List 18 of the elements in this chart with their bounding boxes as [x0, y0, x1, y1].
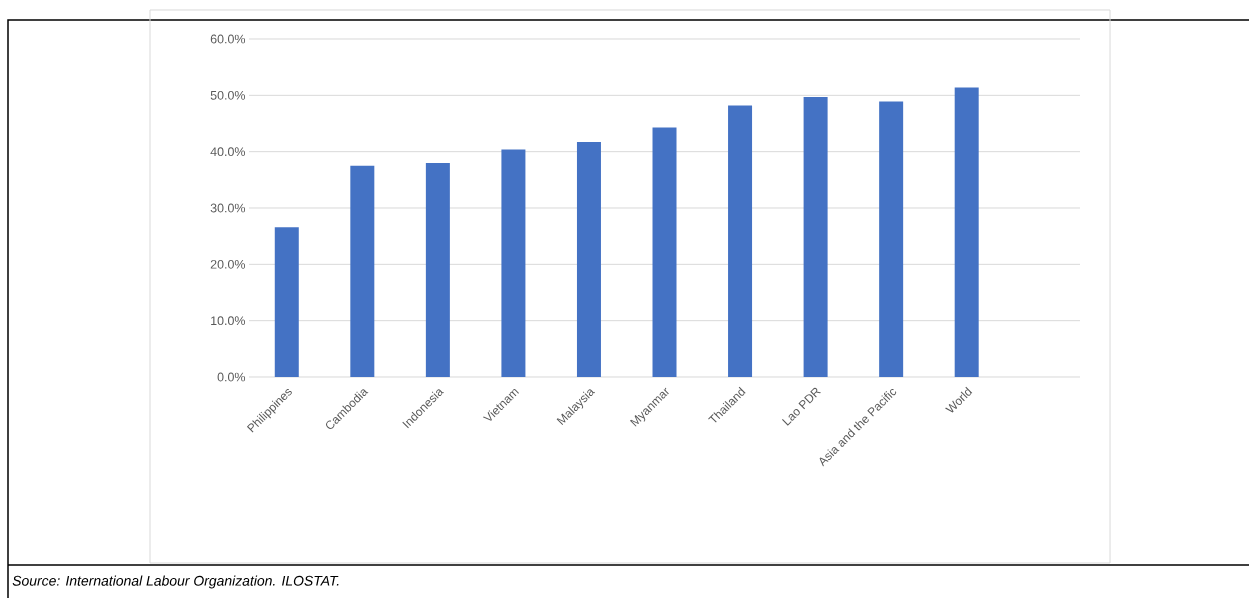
bar: [274, 227, 299, 377]
bar: [803, 97, 828, 377]
y-tick-label: 50.0%: [210, 90, 246, 100]
bar: [954, 87, 979, 377]
bar: [425, 162, 450, 377]
y-tick-label: 0.0%: [217, 372, 246, 382]
y-tick-label: 40.0%: [210, 147, 246, 157]
source-note: Source: International Labour Organization. ILOSTAT.: [12, 575, 339, 589]
y-tick-label: 10.0%: [211, 316, 246, 326]
bar: [652, 127, 677, 377]
bar: [350, 165, 375, 377]
bar: [576, 142, 601, 377]
y-tick-label: 30.0%: [210, 203, 246, 213]
y-tick-label: 60.0%: [210, 34, 246, 44]
bar: [501, 149, 526, 377]
bar: [728, 105, 753, 377]
bar: [879, 101, 904, 377]
y-tick-label: 20.0%: [210, 259, 246, 269]
